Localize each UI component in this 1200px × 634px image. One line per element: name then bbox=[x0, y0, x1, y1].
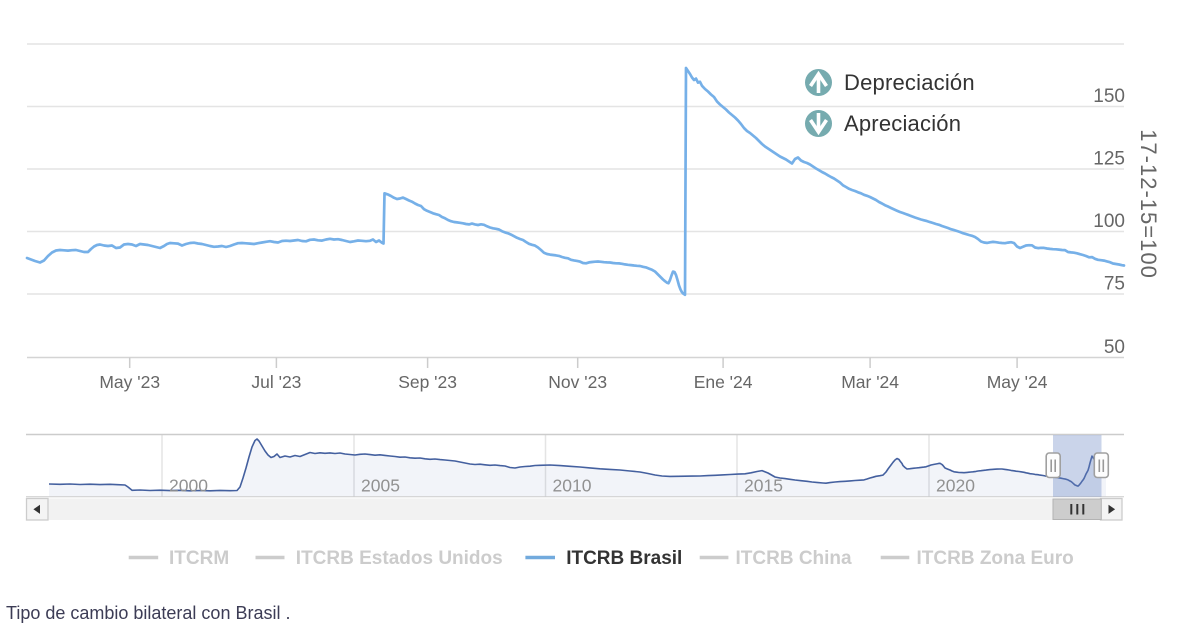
svg-text:May '23: May '23 bbox=[99, 372, 160, 392]
svg-text:Depreciación: Depreciación bbox=[844, 70, 975, 95]
svg-text:2020: 2020 bbox=[936, 476, 975, 496]
svg-text:May '24: May '24 bbox=[987, 372, 1048, 392]
svg-text:ITCRB China: ITCRB China bbox=[736, 548, 853, 569]
svg-text:ITCRB Estados Unidos: ITCRB Estados Unidos bbox=[296, 548, 503, 569]
svg-text:150: 150 bbox=[1093, 86, 1125, 107]
svg-text:2005: 2005 bbox=[361, 476, 400, 496]
svg-text:50: 50 bbox=[1104, 337, 1125, 358]
svg-text:2015: 2015 bbox=[744, 476, 783, 496]
svg-text:Sep '23: Sep '23 bbox=[398, 372, 457, 392]
svg-text:Apreciación: Apreciación bbox=[844, 111, 961, 136]
svg-text:ITCRB Zona Euro: ITCRB Zona Euro bbox=[917, 548, 1074, 569]
svg-text:ITCRB Brasil: ITCRB Brasil bbox=[566, 548, 682, 569]
svg-text:Mar '24: Mar '24 bbox=[841, 372, 899, 392]
svg-text:2000: 2000 bbox=[169, 476, 208, 496]
svg-text:17-12-15=100: 17-12-15=100 bbox=[1136, 129, 1161, 279]
svg-text:Nov '23: Nov '23 bbox=[548, 372, 607, 392]
svg-text:75: 75 bbox=[1104, 274, 1125, 295]
svg-text:Ene '24: Ene '24 bbox=[694, 372, 753, 392]
svg-text:2010: 2010 bbox=[553, 476, 592, 496]
svg-text:125: 125 bbox=[1093, 149, 1125, 170]
svg-text:Tipo de cambio bilateral con B: Tipo de cambio bilateral con Brasil . bbox=[6, 603, 290, 623]
svg-text:Jul '23: Jul '23 bbox=[251, 372, 301, 392]
svg-text:100: 100 bbox=[1093, 211, 1125, 232]
svg-text:ITCRM: ITCRM bbox=[169, 548, 229, 569]
